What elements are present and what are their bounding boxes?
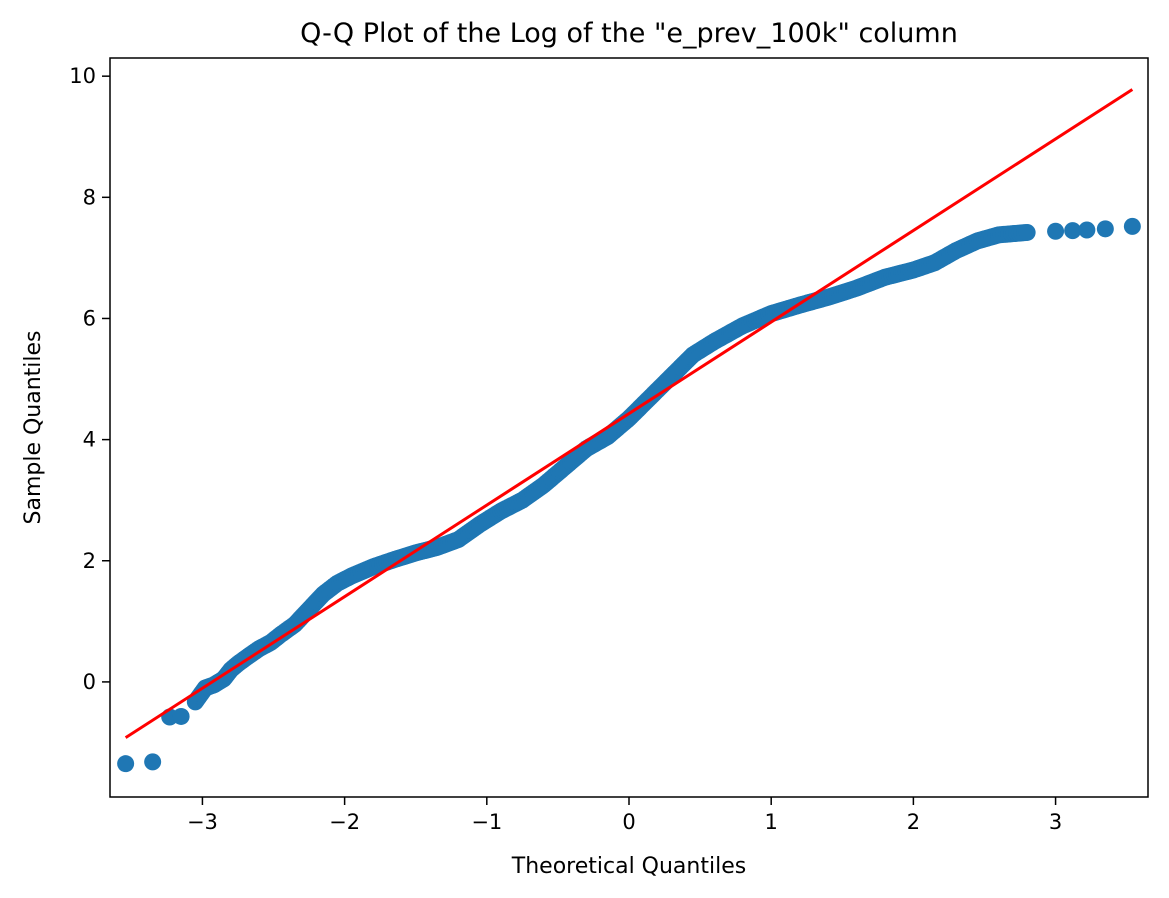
x-tick-label: 1 (765, 810, 778, 834)
sample-point (1078, 221, 1096, 239)
x-tick-label: 3 (1049, 810, 1062, 834)
reference-line (124, 88, 1134, 739)
x-axis-ticks: −3 −2 −1 0 1 2 3 (187, 797, 1062, 834)
sample-point (1123, 217, 1141, 235)
sample-points (117, 217, 1141, 773)
y-tick-label: 10 (69, 64, 96, 88)
y-tick-label: 0 (83, 670, 96, 694)
sample-point (1018, 223, 1036, 241)
sample-point (1047, 222, 1065, 240)
reference-line-group (124, 88, 1134, 739)
sample-point (117, 755, 135, 773)
sample-point (172, 707, 190, 725)
chart-title: Q-Q Plot of the Log of the "e_prev_100k"… (300, 18, 958, 49)
y-axis-ticks: 0 2 4 6 8 10 (69, 64, 110, 694)
x-tick-label: −1 (471, 810, 502, 834)
y-tick-label: 8 (83, 185, 96, 209)
x-tick-label: 0 (622, 810, 635, 834)
x-tick-label: −3 (187, 810, 218, 834)
x-tick-label: −2 (329, 810, 360, 834)
sample-point (1096, 220, 1114, 238)
sample-point (1064, 222, 1082, 240)
x-tick-label: 2 (907, 810, 920, 834)
x-axis-label: Theoretical Quantiles (511, 854, 746, 879)
y-tick-label: 6 (83, 306, 96, 330)
y-axis-label: Sample Quantiles (21, 330, 46, 524)
y-tick-label: 4 (83, 428, 96, 452)
sample-point (144, 753, 162, 771)
y-tick-label: 2 (83, 549, 96, 573)
